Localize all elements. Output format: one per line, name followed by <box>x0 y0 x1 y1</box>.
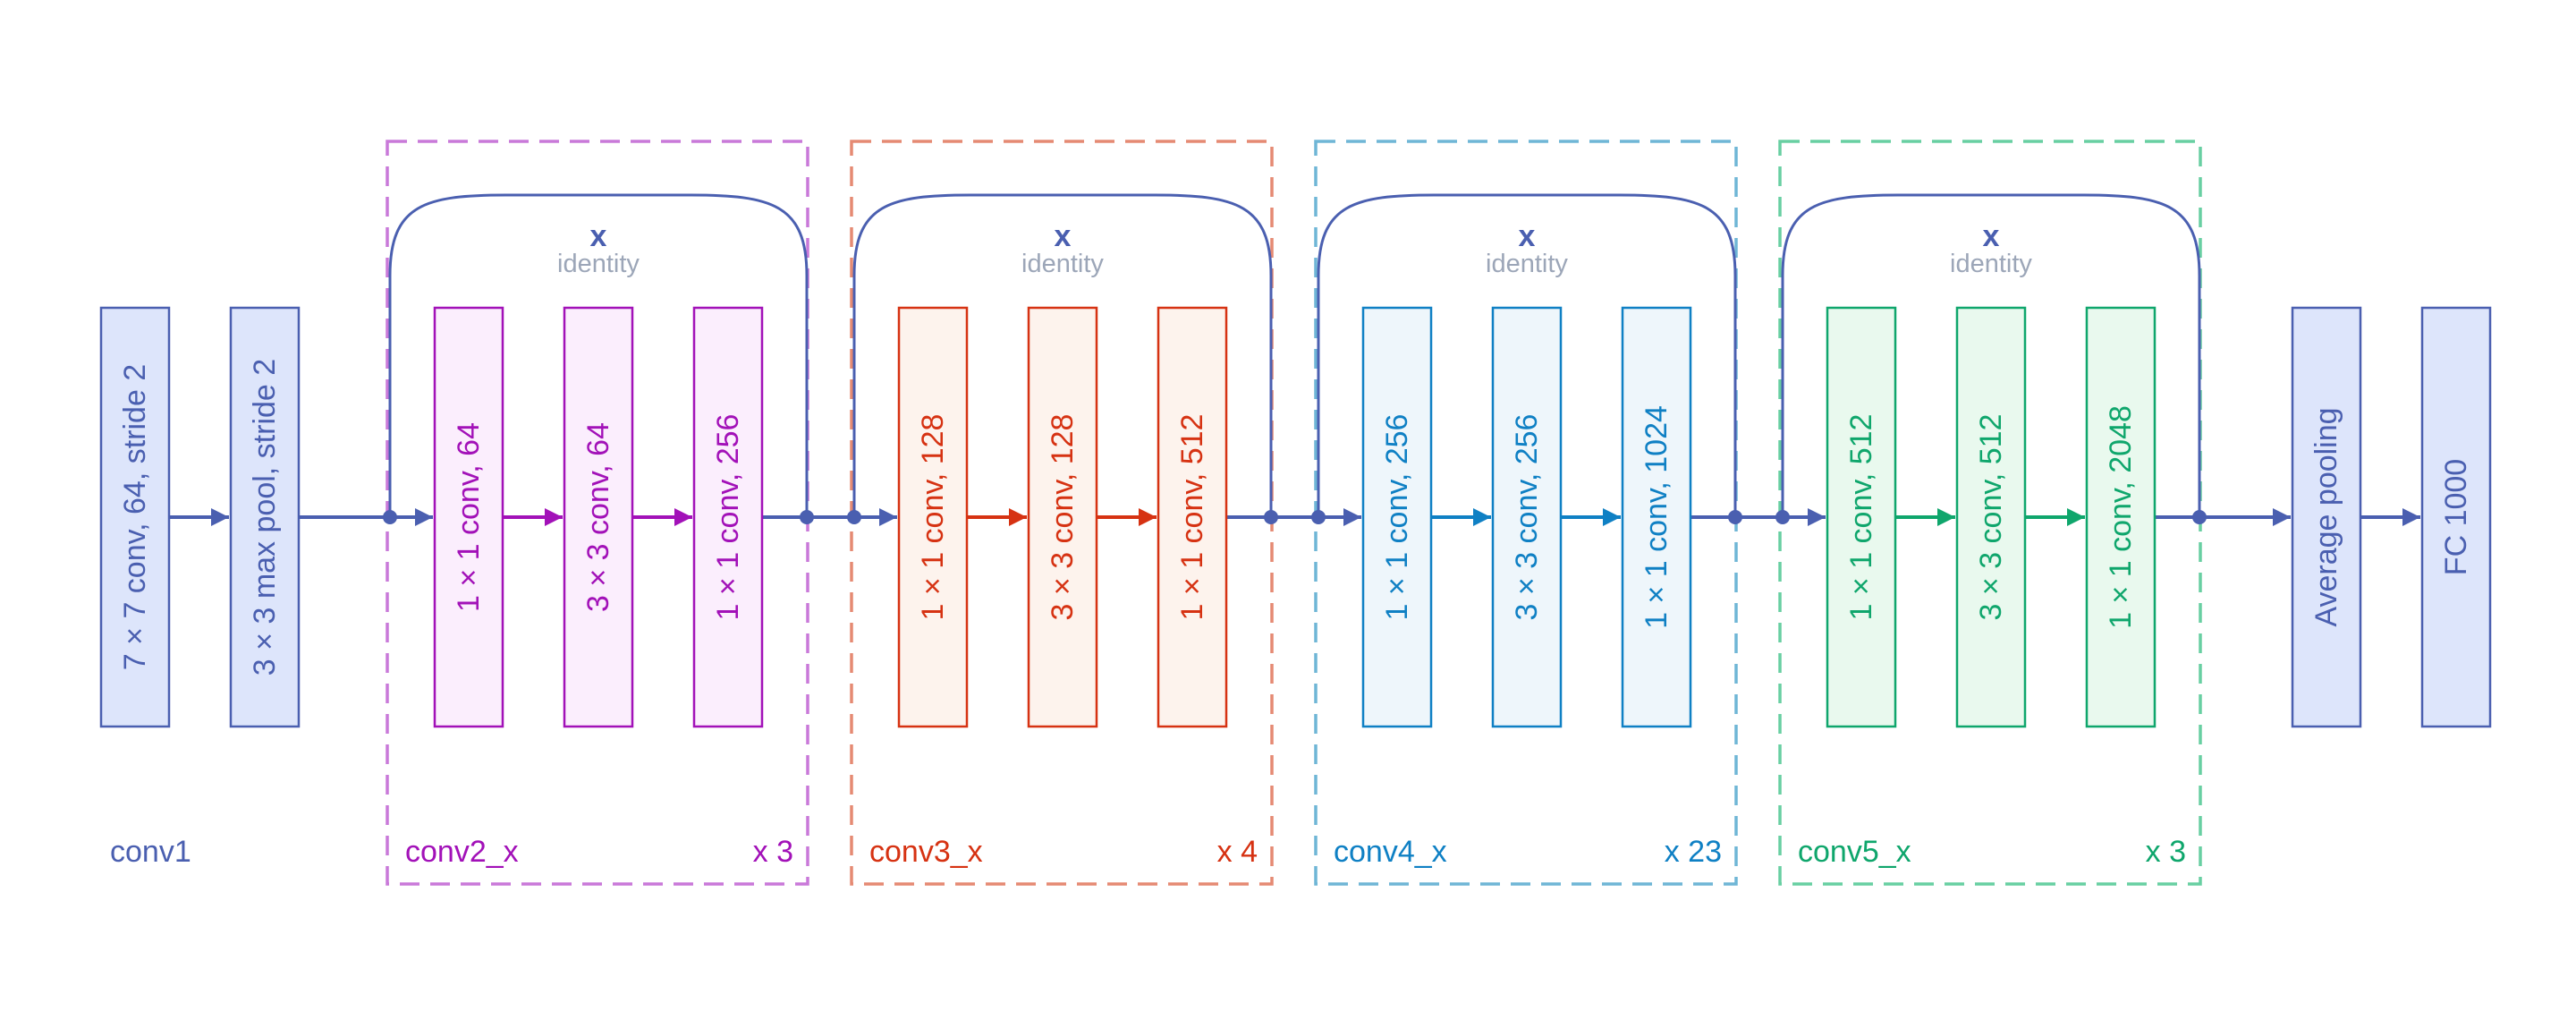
stage5-input-junction <box>1775 510 1790 524</box>
stage5-block-1-label: 1 × 1 conv, 512 <box>1844 414 1878 621</box>
conv1-7x7-conv-box <box>99 306 171 728</box>
fc-1000-box <box>2420 306 2492 728</box>
stage3-block-2-box <box>1027 306 1098 728</box>
stage5-x-label: x <box>1983 219 2000 253</box>
stage5-identity-skip <box>1781 193 2201 517</box>
stage3-identity-skip <box>852 193 1273 517</box>
stage2-block-2-label: 3 × 3 conv, 64 <box>581 422 615 612</box>
stage2-x-label: x <box>590 219 607 253</box>
stage2-repeat: x 3 <box>753 835 793 869</box>
stage5-block-3-label: 1 × 1 conv, 2048 <box>2104 405 2138 629</box>
stage5-repeat: x 3 <box>2146 835 2186 869</box>
average-pooling-label: Average pooling <box>2309 407 2343 626</box>
stage2-input-junction <box>383 510 397 524</box>
stage5-block-2-box <box>1955 306 2027 728</box>
stage2-block-1-label: 1 × 1 conv, 64 <box>452 422 486 612</box>
stage5-identity-label: identity <box>1950 250 2032 278</box>
stage4-block-3-box <box>1621 306 1692 728</box>
stage3-block-3-box <box>1157 306 1228 728</box>
stage4-block-1-label: 1 × 1 conv, 256 <box>1380 414 1414 621</box>
stage3-input-junction <box>847 510 861 524</box>
conv1-max-pool-box <box>229 306 301 728</box>
stage5-name: conv5_x <box>1798 835 1911 869</box>
stage2-identity-skip <box>388 193 809 517</box>
stage4-block-1-box <box>1361 306 1433 728</box>
conv1-7x7-conv-label: 7 × 7 conv, 64, stride 2 <box>118 364 152 670</box>
stage2-block-3-label: 1 × 1 conv, 256 <box>711 414 745 621</box>
stage4-identity-label: identity <box>1486 250 1568 278</box>
stage4-name: conv4_x <box>1334 835 1447 869</box>
stage2-block-2-box <box>563 306 634 728</box>
stage5-block-1-box <box>1826 306 1897 728</box>
stage4-block-2-label: 3 × 3 conv, 256 <box>1510 414 1544 621</box>
conv1-max-pool-label: 3 × 3 max pool, stride 2 <box>248 359 282 676</box>
conv1-stage-label: conv1 <box>110 835 191 869</box>
stage3-repeat: x 4 <box>1217 835 1258 869</box>
average-pooling-box <box>2291 306 2362 728</box>
stage4-repeat: x 23 <box>1665 835 1722 869</box>
stage5-block-3-box <box>2085 306 2157 728</box>
stage4-identity-skip <box>1317 193 1737 517</box>
stage3-x-label: x <box>1055 219 1072 253</box>
stage4-x-label: x <box>1519 219 1536 253</box>
stage5-block-2-label: 3 × 3 conv, 512 <box>1974 414 2008 621</box>
fc-1000-label: FC 1000 <box>2439 459 2473 575</box>
stage3-block-3-label: 1 × 1 conv, 512 <box>1175 414 1209 621</box>
stage4-block-2-box <box>1491 306 1563 728</box>
stage4-input-junction <box>1311 510 1326 524</box>
stage4-block-3-label: 1 × 1 conv, 1024 <box>1640 405 1674 629</box>
stage2-identity-label: identity <box>557 250 640 278</box>
stage3-block-1-box <box>897 306 969 728</box>
stage2-block-3-box <box>692 306 764 728</box>
stage3-name: conv3_x <box>869 835 983 869</box>
stage3-block-2-label: 3 × 3 conv, 128 <box>1046 414 1080 621</box>
stage2-name: conv2_x <box>405 835 519 869</box>
stage3-block-1-label: 1 × 1 conv, 128 <box>916 414 950 621</box>
stage3-identity-label: identity <box>1021 250 1104 278</box>
stage2-block-1-box <box>433 306 504 728</box>
